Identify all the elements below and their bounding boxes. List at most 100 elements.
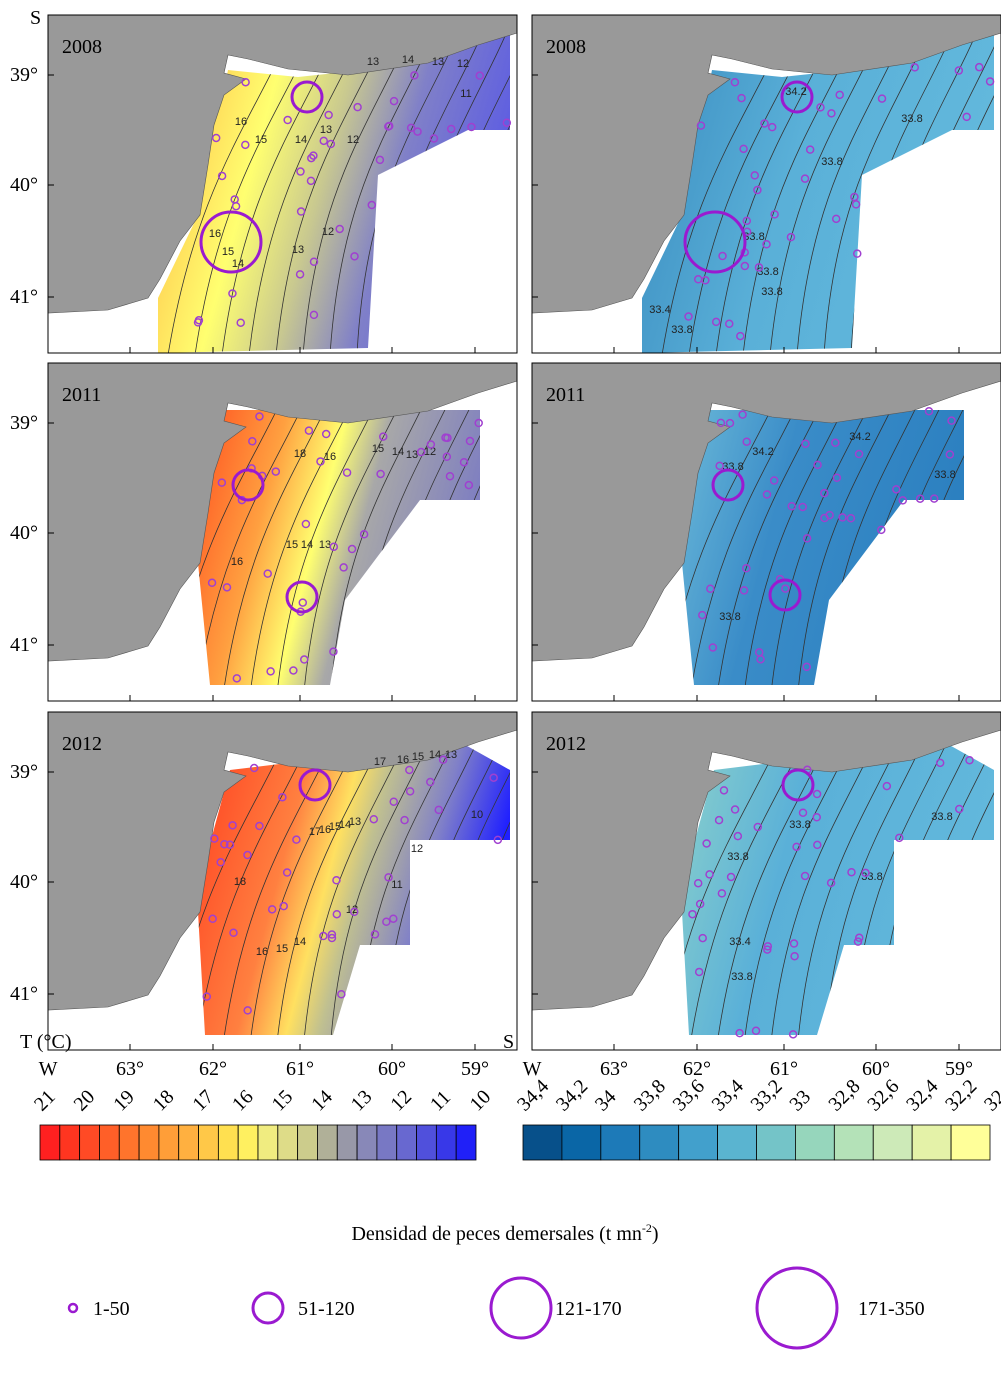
station [369,814,379,824]
station [792,842,801,852]
station [802,662,811,672]
temperature-swatch [99,1124,120,1161]
station [359,530,369,539]
lon-label: 61° [286,1058,314,1080]
station [898,496,908,505]
temperature-label: 16 [228,1086,258,1116]
contour-label: 16 [319,824,331,836]
station [249,763,259,773]
lon-label: 62° [683,1058,711,1080]
data-region [682,410,964,685]
station [708,643,718,652]
station [800,871,810,881]
station [985,77,995,86]
lon-label: 60° [862,1058,890,1080]
lat-label: 41° [10,634,38,656]
station [389,96,399,106]
station [309,257,319,267]
station [327,933,337,943]
station [854,449,864,459]
temperature-label: 14 [307,1086,337,1116]
station [410,71,419,80]
station [725,319,734,329]
station [854,933,864,943]
station [298,598,308,607]
contour-label: 13 [445,749,457,761]
lat-label: 39° [10,761,38,783]
temperature-swatch [435,1124,457,1161]
station [329,542,339,552]
contour-label: 10 [471,809,483,821]
station [945,450,955,459]
station [706,584,715,594]
contour-line [958,410,964,685]
temperature-swatch [455,1124,477,1161]
station [426,777,435,787]
station [434,805,443,815]
station [762,490,772,499]
salinity-label: 32 [980,1086,1001,1116]
station [319,136,328,146]
salinity-swatch [872,1124,913,1161]
contour-label: 12 [424,446,436,458]
contour-label: 14 [392,446,404,458]
station [475,71,485,80]
station [767,122,777,132]
salinity-label: 34,4 [513,1075,553,1115]
station [489,773,498,782]
panel-frame [531,362,1001,702]
station [693,878,703,888]
temperature-label: 15 [268,1086,298,1116]
station [467,122,476,132]
contour-label: 16 [209,228,221,240]
lat-label: 41° [10,983,38,1005]
salinity-label: 32,8 [824,1075,864,1115]
data-region [158,33,510,353]
station [798,808,808,817]
temperature-label: 19 [109,1086,139,1116]
station [389,914,398,923]
contour-label: 33.8 [757,266,778,278]
station [742,216,752,226]
station [711,317,721,327]
station [304,426,314,435]
temperature-label: 10 [466,1086,496,1116]
panel-frame [47,14,518,354]
density-class: 171-350 [858,1298,925,1320]
density-class: 1-50 [93,1298,130,1320]
station [321,429,331,439]
density-class: 51-120 [298,1298,355,1320]
station [416,447,426,457]
station [339,563,348,572]
station [702,839,711,848]
station [812,789,822,799]
contour-label: 16 [397,754,409,766]
station [701,276,710,285]
station [798,502,807,512]
station [405,787,415,796]
station [717,889,727,898]
station [353,102,362,112]
temperature-label: 12 [386,1086,416,1116]
contour-label: 13 [319,539,331,551]
contour-label: 15 [412,751,424,763]
lon-label: W [523,1058,542,1080]
salinity-swatch [717,1124,757,1161]
station-large [290,80,324,114]
station [332,875,341,885]
station [493,835,503,845]
year-label: 2008 [546,36,586,58]
station [350,252,359,261]
lon-label: 63° [600,1058,628,1080]
contour-label: 14 [232,258,244,270]
station [230,195,239,204]
contour-label: 13 [320,124,332,136]
contour-label: 15 [276,943,288,955]
station [816,103,825,112]
station [832,473,842,483]
station [763,945,772,954]
map-panel: 33.8 33.8 33.8 33.8 33.4 33.8 2012 W 63° 62° 61° 60… [523,711,1001,1080]
